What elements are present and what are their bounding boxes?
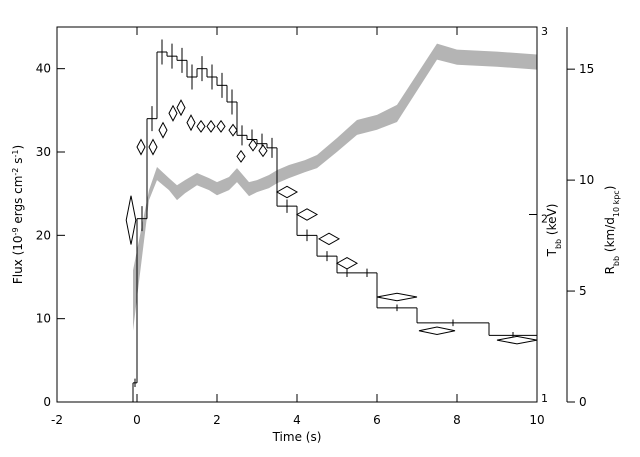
y-axis-label-part: ) — [11, 145, 25, 150]
x-axis-label: Time (s) — [272, 430, 322, 444]
y-axis-label-part: Flux (10 — [11, 235, 25, 284]
y3-tick-label: 10 — [579, 173, 594, 187]
y2-tick-label: 2 — [541, 213, 548, 226]
temperature-diamond — [496, 335, 538, 345]
temperature-diamond — [275, 185, 299, 199]
y2-axis-label-part: T — [545, 248, 559, 257]
y2-tick-label: 1 — [541, 392, 548, 405]
temperature-diamond — [216, 119, 226, 133]
temperature-diamond — [295, 208, 319, 221]
x-tick-label: 10 — [529, 413, 544, 427]
y3-axis-label: Rbb (km/d10 kpc) — [603, 186, 621, 275]
temperature-diamond — [418, 326, 456, 336]
y2-tick-label: 3 — [541, 25, 548, 38]
x-tick-label: 2 — [213, 413, 221, 427]
y-tick-label: 10 — [36, 312, 51, 326]
temperature-diamond — [228, 123, 238, 137]
y-tick-label: 20 — [36, 228, 51, 242]
y2-axis-label-part: bb — [554, 239, 563, 249]
y2-axis-label-part: (keV) — [545, 204, 559, 239]
temperature-diamond — [136, 138, 146, 156]
temperature-diamond — [317, 232, 341, 246]
x-tick-label: 6 — [373, 413, 381, 427]
y-axis-label-part: -1 — [11, 150, 20, 158]
temperature-diamond — [158, 121, 168, 139]
x-tick-label: 8 — [453, 413, 461, 427]
y3-tick-label: 5 — [579, 284, 587, 298]
y-tick-label: 0 — [43, 395, 51, 409]
y2-axis-label: Tbb (keV) — [545, 204, 563, 258]
y3-tick-label: 0 — [579, 395, 587, 409]
y3-tick-label: 15 — [579, 62, 594, 76]
y-axis-label-part: s — [11, 158, 25, 168]
temperature-diamond — [176, 99, 186, 117]
temperature-diamond — [376, 292, 418, 302]
y3-axis-label-part: 10 kpc — [612, 190, 621, 217]
y3-axis-label-part: ) — [603, 186, 617, 191]
y-axis-label-part: -9 — [11, 227, 20, 235]
y3-axis-label-part: R — [603, 266, 617, 274]
y-axis-label: Flux (10-9 ergs cm-2 s-1) — [11, 145, 26, 284]
temperature-diamond — [335, 257, 359, 270]
temperature-diamond — [186, 114, 196, 132]
y-axis-label-part: -2 — [11, 168, 20, 176]
radius-band — [133, 43, 537, 331]
temperature-diamond — [125, 195, 137, 245]
x-tick-label: -2 — [51, 413, 63, 427]
temperature-diamond — [236, 149, 246, 163]
y3-axis-label-part: bb — [612, 256, 621, 266]
y-tick-label: 40 — [36, 62, 51, 76]
x-tick-label: 0 — [133, 413, 141, 427]
temperature-diamond — [258, 144, 268, 158]
y-tick-label: 30 — [36, 145, 51, 159]
temperature-diamond — [206, 119, 216, 133]
temperature-diamond — [148, 138, 158, 156]
temperature-diamond — [168, 104, 178, 122]
temperature-diamond — [248, 138, 258, 152]
temperature-diamond — [196, 119, 206, 133]
x-tick-label: 4 — [293, 413, 301, 427]
y3-axis-label-part: (km/d — [603, 217, 617, 256]
y-axis-label-part: ergs cm — [11, 176, 25, 228]
